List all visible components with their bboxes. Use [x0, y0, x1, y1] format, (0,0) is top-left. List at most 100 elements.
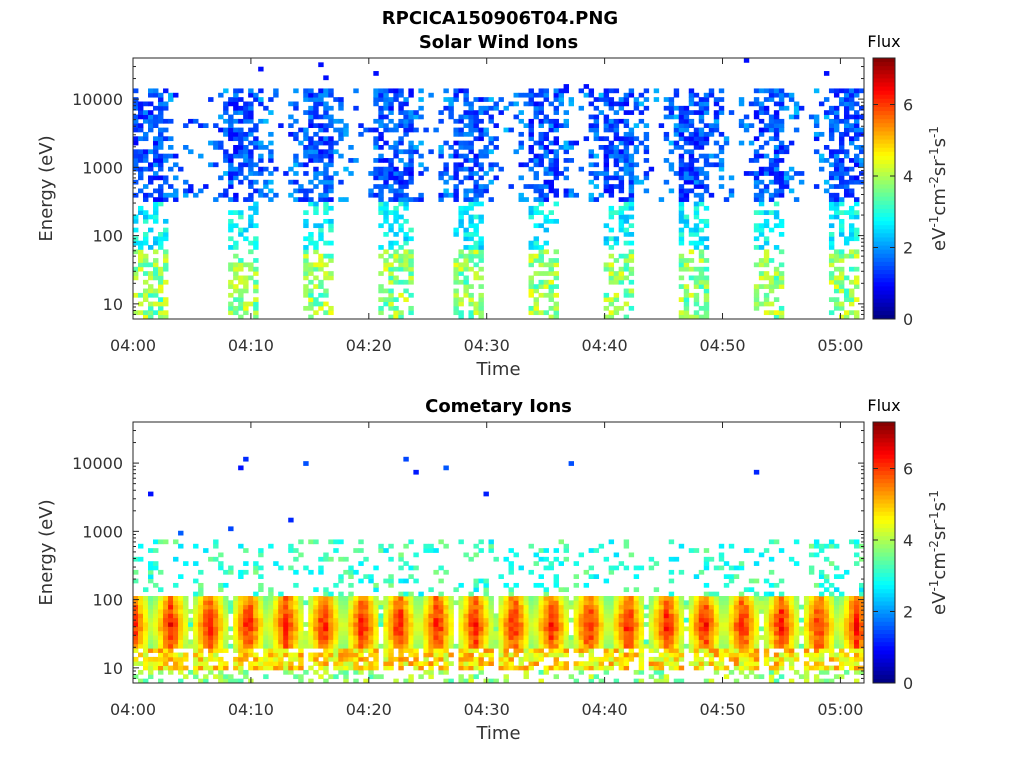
flux-cell: [663, 158, 670, 163]
flux-cell: [658, 665, 665, 671]
flux-cell: [478, 604, 484, 610]
flux-cell: [168, 669, 174, 675]
flux-cell: [718, 635, 725, 640]
flux-cell: [758, 127, 765, 133]
flux-cell: [243, 561, 249, 566]
flux-cell: [838, 118, 845, 124]
flux-cell: [563, 140, 569, 146]
flux-cell: [673, 123, 680, 128]
flux-cell: [228, 223, 234, 229]
flux-cell: [543, 596, 549, 601]
flux-cell: [643, 97, 650, 102]
flux-cell: [753, 114, 760, 120]
flux-cell: [378, 175, 384, 181]
flux-cell: [323, 171, 329, 176]
flux-cell: [218, 630, 224, 636]
flux-cell: [138, 175, 144, 181]
flux-cell: [553, 92, 559, 98]
flux-cell: [843, 236, 850, 242]
flux-cell: [388, 105, 394, 111]
flux-cell: [523, 184, 529, 189]
flux-cell: [333, 639, 339, 645]
flux-cell: [553, 574, 559, 579]
flux-cell: [318, 292, 324, 298]
flux-cell: [403, 648, 409, 653]
flux-cell: [263, 674, 269, 680]
flux-cell: [548, 292, 554, 298]
flux-cell: [308, 305, 314, 311]
flux-cell: [303, 258, 309, 263]
flux-cell: [353, 622, 359, 627]
colorbar-segment: [873, 225, 895, 230]
flux-cell: [848, 179, 855, 185]
flux-cell: [403, 192, 409, 198]
flux-cell: [603, 166, 610, 172]
flux-cell: [703, 626, 710, 632]
flux-cell: [403, 297, 409, 302]
flux-cell: [533, 661, 539, 666]
flux-cell: [218, 587, 224, 593]
flux-cell: [693, 600, 700, 606]
flux-cell: [463, 153, 469, 159]
flux-cell: [708, 656, 715, 662]
flux-cell: [593, 153, 600, 159]
flux-cell: [828, 149, 835, 155]
flux-cell: [708, 591, 715, 597]
flux-cell: [698, 266, 705, 272]
flux-cell: [478, 162, 484, 168]
flux-cell: [623, 543, 630, 549]
flux-cell: [568, 674, 575, 680]
flux-cell: [193, 643, 199, 649]
flux-cell: [398, 266, 404, 272]
flux-cell: [253, 127, 259, 133]
flux-cell: [298, 626, 304, 632]
flux-cell: [763, 218, 770, 224]
flux-cell: [688, 240, 695, 246]
flux-cell: [333, 149, 339, 155]
flux-cell: [668, 604, 675, 610]
flux-cell: [353, 652, 359, 658]
flux-cell: [708, 613, 715, 619]
flux-cell: [303, 131, 309, 137]
flux-cell: [203, 613, 209, 619]
flux-cell: [628, 288, 635, 294]
flux-cell: [168, 604, 174, 610]
flux-cell: [158, 626, 164, 632]
flux-cell: [198, 656, 204, 662]
flux-cell: [743, 652, 750, 658]
flux-cell: [148, 626, 154, 632]
flux-cell: [258, 626, 264, 632]
flux-cell: [273, 622, 279, 627]
flux-cell: [713, 123, 720, 128]
flux-cell: [388, 184, 394, 189]
colorbar-segment: [873, 274, 895, 279]
flux-cell: [433, 630, 439, 636]
flux-cell: [138, 258, 144, 263]
flux-cell: [778, 275, 785, 281]
flux-cell: [743, 171, 750, 176]
flux-cell: [443, 630, 449, 636]
flux-cell: [398, 245, 404, 250]
flux-cell: [458, 604, 464, 610]
flux-cell: [488, 118, 494, 124]
flux-cell: [208, 648, 214, 653]
flux-cell: [158, 661, 164, 666]
flux-cell: [363, 622, 369, 627]
flux-cell: [703, 561, 710, 566]
flux-cell: [368, 626, 374, 632]
flux-cell: [783, 184, 790, 189]
flux-cell: [853, 179, 860, 185]
flux-cell: [603, 305, 610, 311]
x-tick-label: 04:50: [699, 336, 745, 355]
flux-cell: [273, 596, 279, 601]
flux-cell: [318, 622, 324, 627]
flux-cell: [498, 574, 504, 579]
flux-cell: [723, 639, 730, 645]
heatmap-cells: [133, 456, 865, 684]
flux-cell: [703, 105, 710, 111]
flux-cell: [443, 639, 449, 645]
flux-cell: [528, 118, 534, 124]
flux-cell: [748, 609, 755, 614]
flux-cell: [358, 578, 364, 584]
flux-cell: [438, 652, 444, 658]
